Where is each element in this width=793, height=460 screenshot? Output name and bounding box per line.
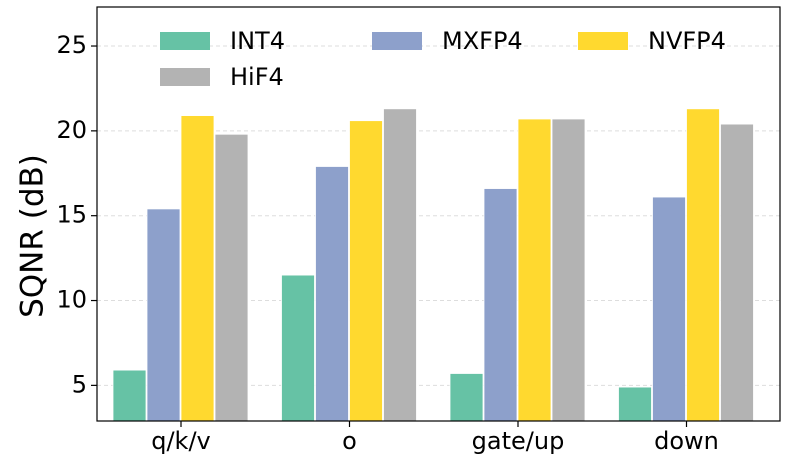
bar-hif4-2 [551,118,586,422]
y-tick-label: 15 [56,201,87,229]
bar-mxfp4-2 [483,188,518,422]
legend-label-hif4: HiF4 [230,63,284,91]
bar-int4-3 [618,386,652,422]
legend-swatch-int4 [160,32,210,50]
bar-nvfp4-0 [180,115,215,422]
bar-int4-1 [281,274,315,422]
x-tick-label: down [654,427,719,455]
x-axis-ticks: q/k/v o gate/up down [151,421,719,455]
legend-swatch-mxfp4 [372,32,422,50]
bar-int4-0 [112,369,147,422]
x-tick-label: q/k/v [151,427,211,455]
plot-frame [96,6,781,422]
bar-nvfp4-1 [349,120,383,422]
bar-mxfp4-1 [315,166,349,422]
x-tick-label: o [342,427,357,455]
bar-nvfp4-2 [517,118,552,422]
bar-hif4-0 [214,133,249,422]
y-axis-ticks: 5 10 15 20 25 [56,31,97,398]
y-tick-label: 10 [56,286,87,314]
y-axis-title: SQNR (dB) [15,154,51,318]
bar-int4-2 [449,373,484,422]
y-tick-label: 25 [56,31,87,59]
legend-swatch-hif4 [160,68,210,86]
bar-mxfp4-0 [146,208,181,422]
bar-hif4-3 [720,123,754,422]
legend-label-nvfp4: NVFP4 [648,27,726,55]
legend-swatch-nvfp4 [578,32,628,50]
x-tick-label: gate/up [472,427,565,455]
legend-label-int4: INT4 [230,27,285,55]
bars [112,108,754,422]
legend: INT4 MXFP4 NVFP4 HiF4 [160,27,726,91]
y-tick-label: 20 [56,116,87,144]
bar-hif4-1 [383,108,417,422]
bar-mxfp4-3 [652,196,686,422]
bar-nvfp4-3 [686,108,720,422]
y-tick-label: 5 [72,370,87,398]
legend-label-mxfp4: MXFP4 [442,27,523,55]
